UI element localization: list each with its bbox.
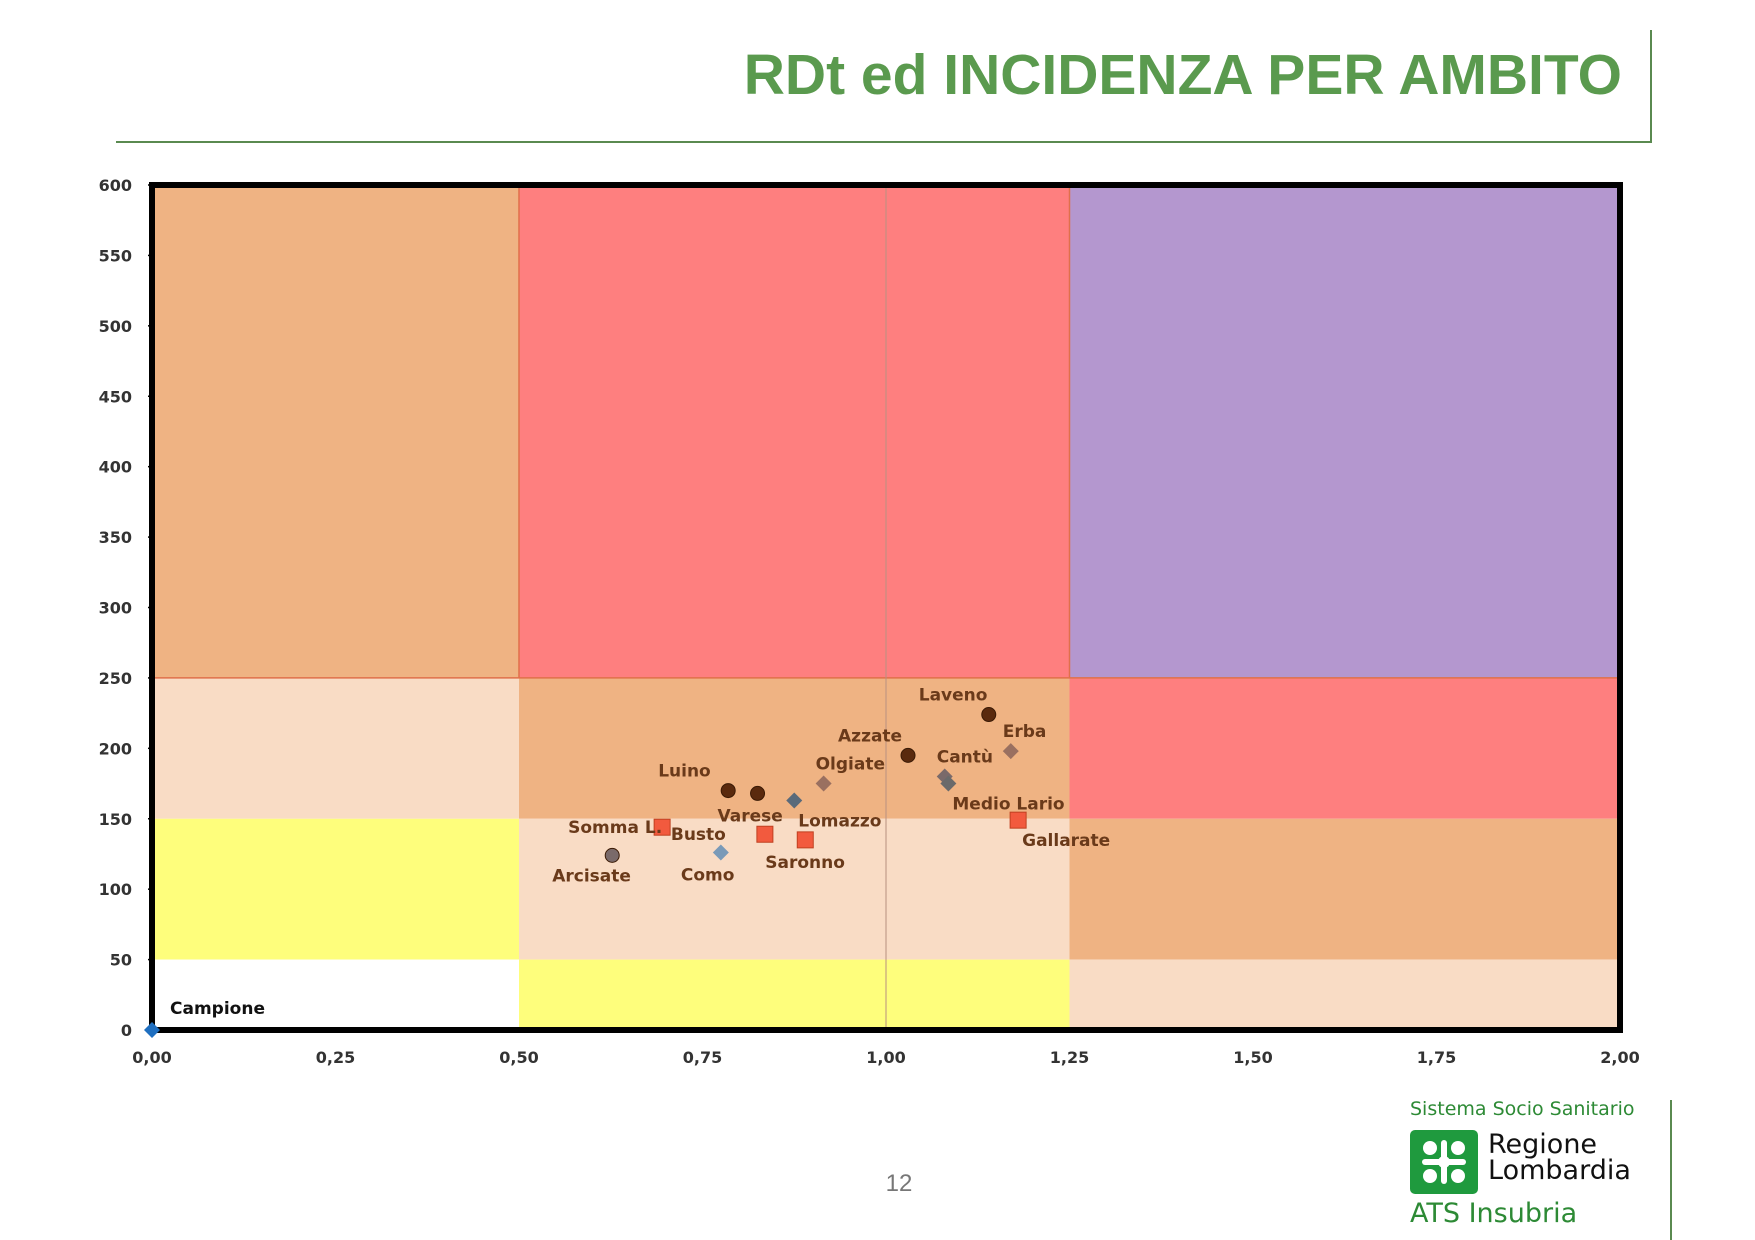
- point-saronno: [796, 831, 814, 849]
- data-label-azzate: Azzate: [838, 726, 902, 746]
- slide-title: RDt ed INCIDENZA PER AMBITO: [743, 43, 1622, 107]
- data-label-busto: Busto: [671, 825, 726, 845]
- data-label-laveno: Laveno: [919, 686, 988, 706]
- page-number: 12: [885, 1170, 913, 1197]
- logo-name-line2: Lombardia: [1488, 1155, 1631, 1186]
- data-label-arcisate: Arcisate: [552, 866, 631, 886]
- x-tick-label: 0,50: [499, 1048, 538, 1067]
- y-tick-label: 50: [110, 951, 132, 970]
- data-label-erba: Erba: [1003, 722, 1047, 742]
- y-tick-label: 400: [99, 458, 132, 477]
- x-tick-label: 2,00: [1600, 1048, 1639, 1067]
- y-tick-label: 0: [121, 1021, 132, 1040]
- zone-9: [152, 959, 519, 1030]
- y-tick-label: 450: [99, 387, 132, 406]
- zone-10: [519, 959, 1070, 1030]
- zone-3: [152, 677, 519, 819]
- point-campione: [144, 1022, 160, 1038]
- logo-name-line1: Regione: [1488, 1129, 1598, 1160]
- point-gallarate: [1009, 811, 1027, 829]
- data-label-cant-: Cantù: [937, 748, 993, 768]
- point-luino: [720, 783, 736, 799]
- y-tick-label: 600: [99, 176, 132, 195]
- zone-8: [1069, 818, 1620, 960]
- data-label-olgiate: Olgiate: [816, 755, 885, 775]
- logo-name: Regione Lombardia: [1488, 1129, 1631, 1186]
- y-tick-label: 300: [99, 599, 132, 618]
- logo-divider: [1670, 1100, 1672, 1240]
- x-tick-label: 1,00: [866, 1048, 905, 1067]
- x-tick-label: 0,25: [316, 1048, 355, 1067]
- data-label-somma-l-: Somma L.: [568, 818, 662, 838]
- y-tick-label: 100: [99, 880, 132, 899]
- data-label-varese: Varese: [718, 806, 783, 826]
- y-axis-ticks: 0 50 100 150 200 250 300 350 400 450 500 550 600: [99, 176, 152, 1040]
- point-arcisate: [604, 847, 620, 863]
- regione-lombardia-logo: Sistema Socio Sanitario Regione Lombardi…: [1410, 1098, 1680, 1238]
- inner-lines: [152, 185, 1620, 1030]
- point-lomazzo: [786, 792, 803, 809]
- data-label-saronno: Saronno: [765, 853, 845, 873]
- zone-1: [519, 185, 1070, 678]
- zone-0: [152, 185, 519, 678]
- y-tick-label: 250: [99, 669, 132, 688]
- point-olgiate: [815, 775, 832, 792]
- logo-subtitle: ATS Insubria: [1410, 1198, 1578, 1229]
- zone-6: [152, 818, 519, 960]
- point-azzate: [900, 747, 916, 763]
- x-tick-label: 1,50: [1233, 1048, 1272, 1067]
- data-label-gallarate: Gallarate: [1022, 831, 1110, 851]
- data-label-medio-lario: Medio Lario: [952, 795, 1064, 815]
- zone-11: [1069, 959, 1620, 1030]
- x-tick-label: 1,75: [1417, 1048, 1456, 1067]
- data-points: [144, 707, 1027, 1038]
- y-tick-label: 550: [99, 246, 132, 265]
- zone-7: [519, 818, 1070, 960]
- data-label-campione: Campione: [170, 999, 265, 1019]
- x-axis-ticks: 0,00 0,25 0,50 0,75 1,00 1,25 1,50 1,75 2,00: [132, 1048, 1639, 1067]
- point-busto: [756, 825, 774, 843]
- data-label-luino: Luino: [658, 762, 711, 782]
- y-tick-label: 200: [99, 739, 132, 758]
- y-tick-label: 350: [99, 528, 132, 547]
- logo-top-text: Sistema Socio Sanitario: [1410, 1098, 1635, 1120]
- x-tick-label: 1,25: [1050, 1048, 1089, 1067]
- title-divider-vertical: [1650, 30, 1652, 143]
- zone-2: [1069, 185, 1620, 678]
- point-erba: [1002, 743, 1019, 760]
- data-label-como: Como: [681, 866, 735, 886]
- x-tick-label: 0,00: [132, 1048, 171, 1067]
- x-tick-label: 0,75: [683, 1048, 722, 1067]
- y-tick-label: 500: [99, 317, 132, 336]
- point-medio-lario: [940, 775, 957, 792]
- zone-5: [1069, 677, 1620, 819]
- y-tick-label: 150: [99, 810, 132, 829]
- point-como: [712, 844, 729, 861]
- data-labels: Campione Laveno Erba Azzate Cantù Medio Lario…: [170, 686, 1110, 1019]
- point-laveno: [981, 707, 997, 723]
- title-divider: [116, 141, 1651, 143]
- point-varese: [750, 785, 766, 801]
- data-label-lomazzo: Lomazzo: [798, 811, 881, 831]
- point-somma-l-: [653, 818, 671, 836]
- rosa-camuna-icon: [1410, 1130, 1478, 1194]
